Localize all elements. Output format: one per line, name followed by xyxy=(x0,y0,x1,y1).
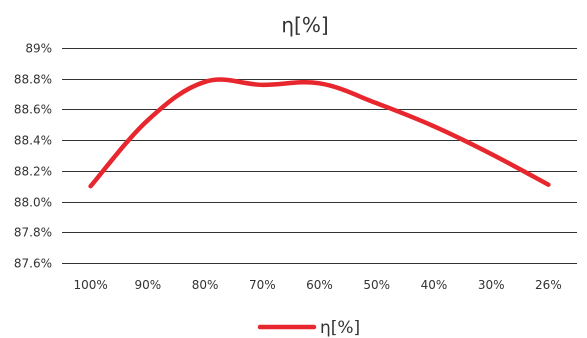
x-axis-tick-labels: 100% 90% 80% 70% 60% 50% 40% 30% 26% xyxy=(73,278,561,292)
y-tick-label: 89% xyxy=(25,42,52,56)
legend: η[%] xyxy=(257,318,360,338)
y-tick-label: 88.8% xyxy=(14,73,52,87)
legend-label: η[%] xyxy=(320,318,360,338)
x-tick-label: 26% xyxy=(535,278,562,292)
chart-title: η[%] xyxy=(281,13,328,37)
gridlines xyxy=(62,48,577,264)
y-tick-label: 87.6% xyxy=(14,257,52,271)
x-tick-label: 50% xyxy=(363,278,390,292)
x-tick-label: 40% xyxy=(421,278,448,292)
x-tick-label: 60% xyxy=(306,278,333,292)
y-tick-label: 88.0% xyxy=(14,196,52,210)
y-axis-tick-labels: 87.6% 87.8% 88.0% 88.2% 88.4% 88.6% 88.8% 89% xyxy=(14,42,52,271)
series-line xyxy=(88,77,551,189)
y-tick-label: 88.6% xyxy=(14,103,52,117)
x-tick-label: 100% xyxy=(73,278,107,292)
y-tick-label: 88.2% xyxy=(14,165,52,179)
series-lines xyxy=(88,77,551,189)
y-tick-label: 87.8% xyxy=(14,226,52,240)
x-tick-label: 30% xyxy=(478,278,505,292)
x-tick-label: 80% xyxy=(192,278,219,292)
x-tick-label: 90% xyxy=(134,278,161,292)
y-tick-label: 88.4% xyxy=(14,134,52,148)
x-tick-label: 70% xyxy=(249,278,276,292)
